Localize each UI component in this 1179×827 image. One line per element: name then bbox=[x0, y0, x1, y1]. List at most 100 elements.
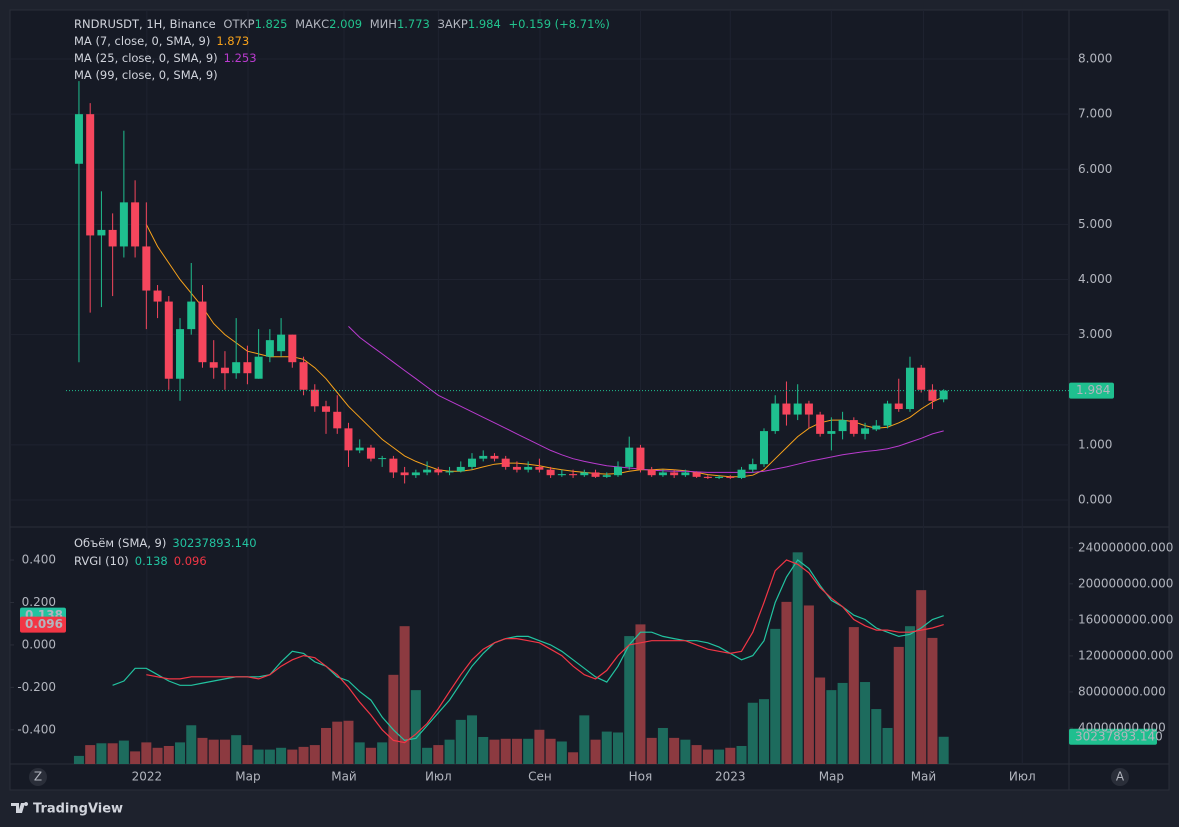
candle-body bbox=[97, 229, 106, 236]
volume-tick-label: 240000000.000 bbox=[1078, 540, 1173, 554]
volume-bar bbox=[736, 745, 747, 764]
candle-body bbox=[445, 471, 454, 473]
candle-body bbox=[557, 474, 566, 476]
y-tick-label: 7.000 bbox=[1078, 107, 1112, 121]
volume-bar bbox=[691, 745, 702, 764]
volume-bar bbox=[332, 721, 343, 764]
candle-body bbox=[838, 420, 847, 432]
volume-bar bbox=[916, 590, 927, 764]
candle-body bbox=[647, 469, 656, 476]
candle-body bbox=[164, 301, 173, 379]
candle-body bbox=[602, 475, 611, 477]
rvgi-tick-label: -0.400 bbox=[17, 722, 56, 736]
volume-bar bbox=[85, 745, 96, 764]
plot bbox=[66, 81, 1069, 764]
candle-body bbox=[176, 329, 185, 379]
candle-body bbox=[524, 466, 533, 470]
volume-bar bbox=[242, 745, 253, 764]
candle-body bbox=[748, 464, 757, 470]
volume-bar bbox=[714, 749, 725, 764]
volume-bar bbox=[747, 702, 758, 764]
candle-body bbox=[591, 472, 600, 477]
volume-bar bbox=[73, 755, 84, 764]
candle-body bbox=[468, 458, 477, 467]
candle-body bbox=[793, 403, 802, 415]
brand: TradingView bbox=[33, 802, 123, 817]
volume-bar bbox=[433, 745, 444, 764]
candle-body bbox=[872, 425, 881, 430]
volume-bar bbox=[826, 690, 837, 764]
volume-bar bbox=[669, 737, 680, 764]
volume-bar bbox=[893, 646, 904, 764]
price-badge bbox=[1069, 382, 1114, 399]
rvgi-tick-label: 0.000 bbox=[22, 637, 56, 651]
volume-tick-label: 160000000.000 bbox=[1078, 612, 1173, 626]
candle-body bbox=[108, 229, 117, 247]
volume-bar bbox=[287, 749, 298, 764]
candle-body bbox=[726, 476, 735, 478]
volume-bar bbox=[152, 747, 163, 764]
candle-body bbox=[344, 428, 353, 451]
y-tick-label: 5.000 bbox=[1078, 217, 1112, 231]
volume-bar bbox=[309, 745, 320, 764]
rvgi-badge-label: 0.096 bbox=[25, 617, 63, 631]
candle-body bbox=[378, 458, 387, 460]
legend-name: MA (7, close, 0, SMA, 9) bbox=[74, 34, 210, 48]
legend-volume: Объём (SMA, 9) 30237893.140 bbox=[74, 536, 257, 550]
legend-name: RVGI (10) bbox=[74, 554, 129, 568]
candle-body bbox=[692, 472, 701, 477]
candle-body bbox=[580, 472, 589, 476]
close-value: 1.984 bbox=[468, 17, 501, 31]
scale-button-label[interactable]: A bbox=[1116, 770, 1125, 784]
x-tick-label: Сен bbox=[528, 770, 552, 784]
volume-bar bbox=[264, 749, 275, 764]
candle-body bbox=[119, 202, 128, 247]
volume-bar bbox=[523, 738, 534, 764]
candle-body bbox=[411, 472, 420, 476]
candle-body bbox=[400, 472, 409, 476]
candle-body bbox=[883, 403, 892, 426]
candle-body bbox=[209, 362, 218, 368]
volume-bar bbox=[208, 739, 219, 764]
legend-ma99: MA (99, close, 0, SMA, 9) bbox=[74, 68, 218, 82]
price-badge-label: 1.984 bbox=[1076, 383, 1110, 397]
volume-bar bbox=[175, 742, 186, 764]
volume-bar bbox=[612, 732, 623, 764]
candle-body bbox=[939, 390, 948, 400]
legend-name: MA (99, close, 0, SMA, 9) bbox=[74, 68, 218, 82]
x-tick-label: 2022 bbox=[132, 770, 163, 784]
candle-body bbox=[771, 403, 780, 432]
volume-bar bbox=[904, 626, 915, 764]
candle-body bbox=[288, 334, 297, 363]
symbol: RNDRUSDT, 1H, Binance bbox=[74, 17, 216, 31]
candle-body bbox=[512, 466, 521, 470]
candle-body bbox=[86, 114, 95, 236]
candle-body bbox=[569, 474, 578, 476]
candle-body bbox=[715, 476, 724, 478]
volume-bar bbox=[354, 742, 365, 764]
scale-button-label[interactable]: Z bbox=[34, 770, 42, 784]
volume-bar bbox=[781, 601, 792, 764]
legend-name: Объём (SMA, 9) bbox=[74, 536, 166, 550]
volume-bar bbox=[702, 749, 713, 764]
candle-body bbox=[366, 447, 375, 459]
scale-button[interactable] bbox=[1111, 768, 1129, 786]
x-tick-label: 2023 bbox=[715, 770, 746, 784]
volume-bar bbox=[118, 740, 129, 764]
y-tick-label: 1.000 bbox=[1078, 437, 1112, 451]
volume-bar bbox=[500, 738, 511, 764]
legend-value: 30237893.140 bbox=[172, 536, 256, 550]
ma-line bbox=[348, 326, 944, 473]
volume-bar bbox=[624, 636, 635, 764]
candle-body bbox=[243, 362, 252, 374]
candle-body bbox=[456, 466, 465, 472]
candle-body bbox=[220, 367, 229, 374]
candle-body bbox=[277, 334, 286, 352]
volume-bar bbox=[635, 624, 646, 764]
open-label: ОТКР bbox=[223, 17, 254, 31]
rvgi-line bbox=[112, 559, 944, 742]
open-value: 1.825 bbox=[255, 17, 288, 31]
scale-button[interactable] bbox=[29, 768, 47, 786]
volume-bar bbox=[107, 743, 118, 764]
volume-bar bbox=[837, 682, 848, 764]
